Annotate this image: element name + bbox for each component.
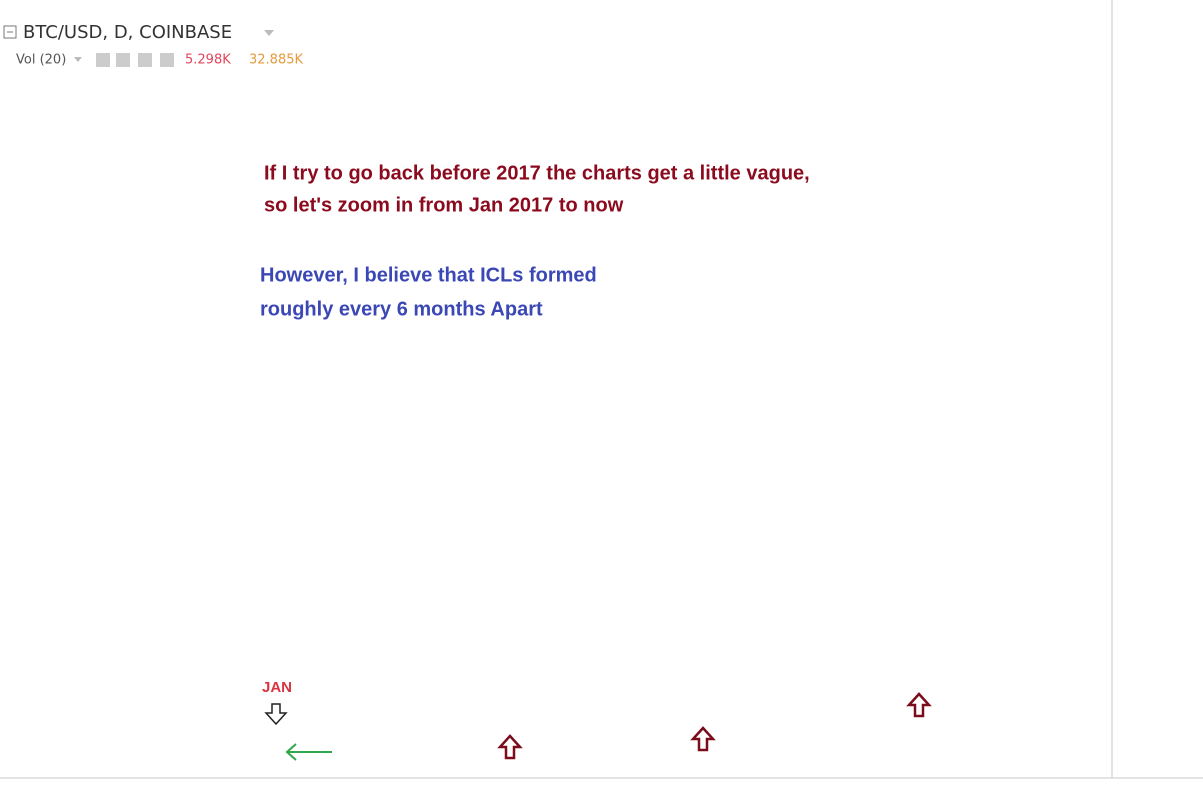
indicator-value: 32.885K	[249, 53, 303, 68]
collapse-icon[interactable]	[3, 25, 17, 39]
annotation: roughly every 6 months Apart	[260, 298, 543, 320]
arrow-head	[285, 743, 297, 761]
button[interactable]	[138, 53, 152, 67]
up-arrow	[906, 692, 932, 718]
down-arrow	[264, 703, 288, 726]
annotation: However, I believe that ICLs formed	[260, 264, 597, 286]
indicator-buttons	[96, 53, 174, 67]
arrows	[264, 692, 932, 760]
green-arrow	[285, 743, 332, 761]
dropdown-icon[interactable]	[264, 30, 274, 36]
dropdown-icon[interactable]	[74, 57, 82, 62]
up-arrow	[497, 734, 523, 760]
symbol-title[interactable]: BTC/USD, D, COINBASE	[23, 22, 232, 43]
button[interactable]	[96, 53, 110, 67]
button[interactable]	[116, 53, 130, 67]
button[interactable]	[160, 53, 174, 67]
annotation: If I try to go back before 2017 the char…	[264, 162, 810, 184]
up-arrow	[690, 726, 716, 752]
annotation: JAN	[262, 679, 292, 696]
indicator-label: Vol (20)	[16, 53, 66, 68]
annotation: so let's zoom in from Jan 2017 to now	[264, 194, 624, 216]
indicator-value: 5.298K	[185, 53, 231, 68]
